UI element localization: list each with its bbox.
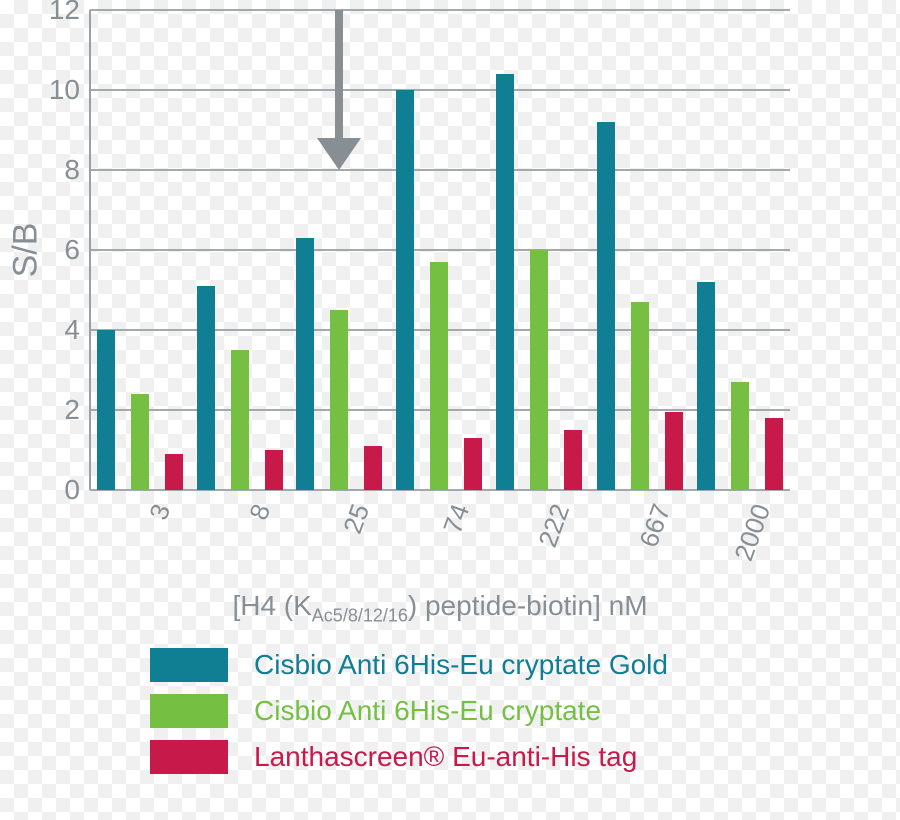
bar (364, 446, 382, 490)
legend-item: Cisbio Anti 6His-Eu cryptate (150, 694, 790, 728)
y-tick-label: 10 (49, 74, 90, 106)
arrow-icon (311, 10, 367, 170)
bar (330, 310, 348, 490)
bar (496, 74, 514, 490)
bar (131, 394, 149, 490)
bar (564, 430, 582, 490)
bar (665, 412, 683, 490)
bar (631, 302, 649, 490)
bar (231, 350, 249, 490)
y-axis-line (89, 10, 91, 490)
legend-item: Lanthascreen® Eu-anti-His tag (150, 740, 790, 774)
y-tick-label: 12 (49, 0, 90, 26)
legend: Cisbio Anti 6His-Eu cryptate Gold Cisbio … (150, 648, 790, 786)
plot-area: 024681012 (90, 10, 790, 490)
bar (265, 450, 283, 490)
bar (197, 286, 215, 490)
bar (597, 122, 615, 490)
bar (697, 282, 715, 490)
y-tick-label: 2 (64, 394, 90, 426)
legend-label: Lanthascreen® Eu-anti-His tag (254, 741, 637, 773)
grid-line (90, 89, 790, 91)
y-tick-label: 4 (64, 314, 90, 346)
bar (765, 418, 783, 490)
y-tick-label: 6 (64, 234, 90, 266)
bar (165, 454, 183, 490)
bar (296, 238, 314, 490)
legend-label: Cisbio Anti 6His-Eu cryptate (254, 695, 601, 727)
bar (396, 90, 414, 490)
bar (530, 250, 548, 490)
legend-swatch (150, 648, 228, 682)
y-tick-label: 0 (64, 474, 90, 506)
grid-line (90, 9, 790, 11)
grid-line (90, 169, 790, 171)
y-axis-label: S/B (7, 223, 46, 278)
bar (464, 438, 482, 490)
legend-item: Cisbio Anti 6His-Eu cryptate Gold (150, 648, 790, 682)
bar (97, 330, 115, 490)
legend-swatch (150, 694, 228, 728)
y-tick-label: 8 (64, 154, 90, 186)
legend-swatch (150, 740, 228, 774)
bar (430, 262, 448, 490)
bar (731, 382, 749, 490)
grid-line (90, 249, 790, 251)
legend-label: Cisbio Anti 6His-Eu cryptate Gold (254, 649, 668, 681)
x-axis-label: [H4 (KAc5/8/12/16) peptide-biotin] nM (90, 590, 790, 627)
